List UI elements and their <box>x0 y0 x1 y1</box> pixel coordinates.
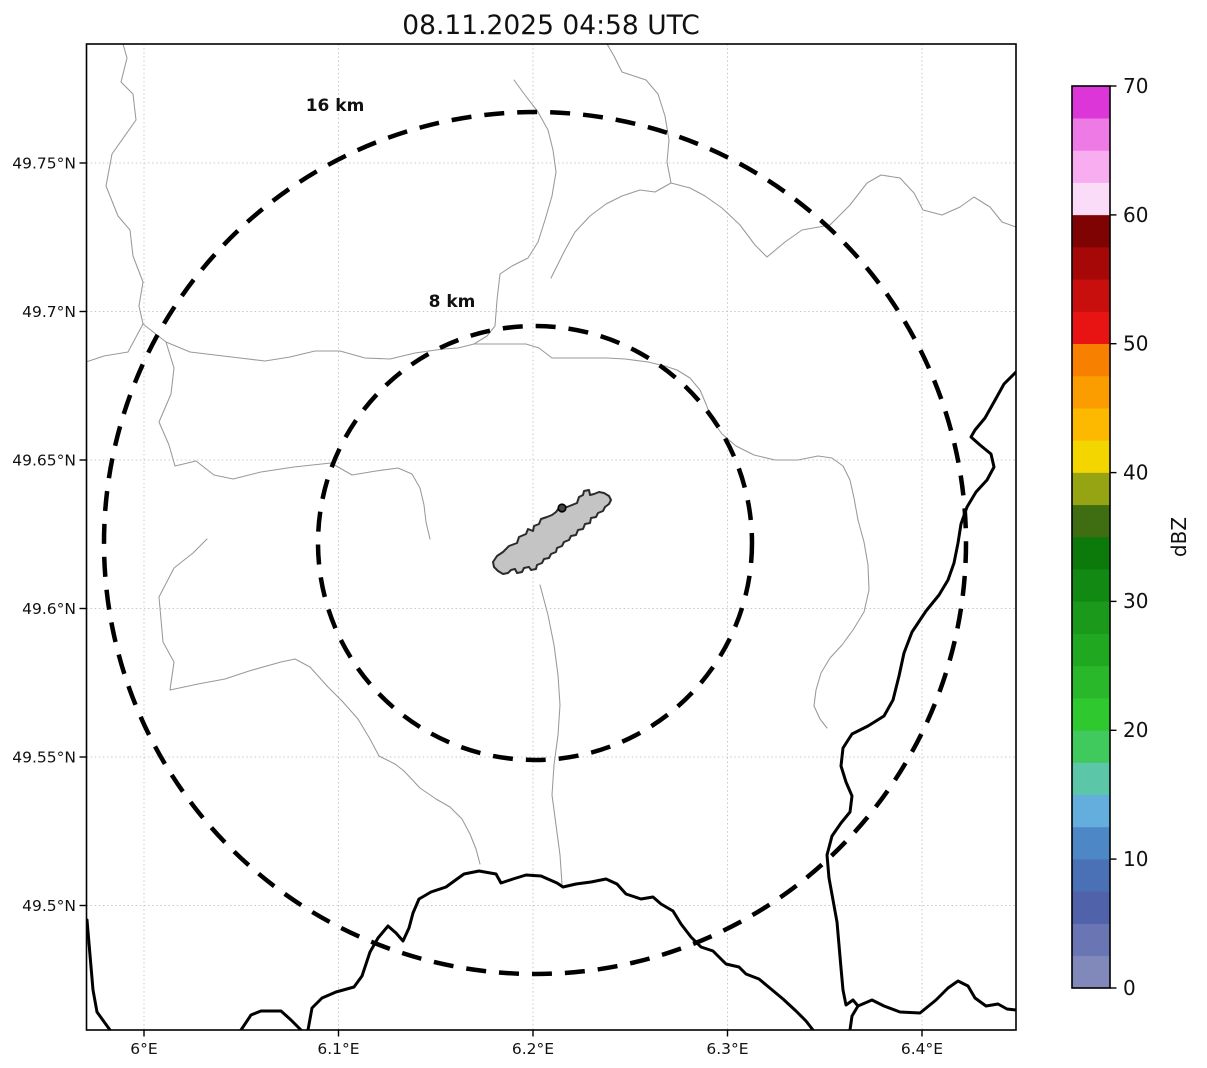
country-border-line <box>306 869 815 1030</box>
admin-boundary-line <box>606 44 672 184</box>
admin-boundary-line <box>403 770 481 865</box>
colorbar-cell <box>1072 762 1110 796</box>
colorbar-cell <box>1072 794 1110 828</box>
colorbar-cell <box>1072 246 1110 280</box>
colorbar-tick-label: 70 <box>1123 74 1148 98</box>
colorbar-tick-label: 30 <box>1123 589 1148 613</box>
y-tick-label: 49.65°N <box>12 452 76 470</box>
colorbar-tick-label: 50 <box>1123 332 1148 356</box>
colorbar-tick-label: 20 <box>1123 718 1148 742</box>
colorbar-cell <box>1072 375 1110 409</box>
colorbar-cell <box>1072 601 1110 634</box>
colorbar-cell <box>1072 472 1110 506</box>
colorbar-cell <box>1072 858 1110 892</box>
admin-boundary-line <box>169 658 405 772</box>
colorbar-ticks <box>1110 85 1117 989</box>
radar-site-marker <box>557 503 567 513</box>
colorbar-cell <box>1072 117 1110 151</box>
river-moselle-line <box>825 370 1016 1030</box>
x-tick-label: 6.2°E <box>512 1040 554 1058</box>
admin-boundary-line <box>550 182 672 279</box>
admin-boundary-line <box>473 343 870 729</box>
colorbar-cell <box>1072 955 1110 989</box>
country-border-line <box>86 918 112 1030</box>
colorbar-cell <box>1072 665 1110 699</box>
range-ring-8km <box>315 323 755 763</box>
colorbar-cell <box>1072 923 1110 957</box>
rivers-and-borders <box>86 370 1016 1030</box>
x-tick-label: 6.3°E <box>706 1040 748 1058</box>
axis-ticks <box>79 162 923 1037</box>
admin-boundary-line <box>158 538 208 691</box>
colorbar-cell <box>1072 568 1110 602</box>
x-tick-label: 6°E <box>130 1040 157 1058</box>
admin-boundary-line <box>473 79 557 345</box>
admin-boundary-line <box>105 44 176 467</box>
colorbar-cell <box>1072 504 1110 538</box>
country-border-line <box>239 1009 303 1030</box>
colorbar-axis-label: dBZ <box>1167 517 1191 557</box>
map-content: 16 km 8 km <box>86 44 1016 1030</box>
colorbar-cell <box>1072 729 1110 763</box>
colorbar-tick-label: 0 <box>1123 976 1136 1000</box>
colorbar-tick-labels: 0 10 20 30 40 50 60 70 <box>1123 74 1148 1000</box>
map-frame <box>85 43 1017 1031</box>
y-tick-label: 49.55°N <box>12 749 76 767</box>
map-panel: 16 km 8 km 49.75°N 49.7°N 49.65°N 49.6°N… <box>12 43 1017 1058</box>
x-tick-label: 6.4°E <box>901 1040 943 1058</box>
colorbar-frame <box>1071 85 1111 989</box>
colorbar-tick-label: 60 <box>1123 203 1148 227</box>
colorbar-cell <box>1072 826 1110 860</box>
colorbar-cell <box>1072 214 1110 248</box>
x-tick-label: 6.1°E <box>317 1040 359 1058</box>
colorbar-cell <box>1072 150 1110 183</box>
colorbar: 0 10 20 30 40 50 60 70 dBZ <box>1071 74 1191 1000</box>
colorbar-cells <box>1072 85 1110 989</box>
y-axis-labels: 49.75°N 49.7°N 49.65°N 49.6°N 49.55°N 49… <box>12 155 76 916</box>
y-tick-label: 49.5°N <box>22 897 76 915</box>
colorbar-cell <box>1072 311 1110 345</box>
colorbar-cell <box>1072 182 1110 216</box>
range-ring-label-16km: 16 km <box>306 96 365 116</box>
colorbar-cell <box>1072 536 1110 570</box>
x-axis-labels: 6°E 6.1°E 6.2°E 6.3°E 6.4°E <box>130 1040 943 1058</box>
admin-boundary-line <box>86 323 144 363</box>
y-tick-label: 49.6°N <box>22 600 76 618</box>
colorbar-cell <box>1072 278 1110 312</box>
plot-title: 08.11.2025 04:58 UTC <box>402 10 699 41</box>
y-tick-label: 49.75°N <box>12 155 76 173</box>
range-ring-label-8km: 8 km <box>429 292 476 312</box>
river-border-line <box>856 979 1016 1015</box>
colorbar-tick-label: 40 <box>1123 461 1148 485</box>
admin-boundary-line <box>539 584 563 885</box>
airport-polygon <box>492 489 612 575</box>
colorbar-cell <box>1072 891 1110 924</box>
colorbar-cell <box>1072 697 1110 731</box>
colorbar-tick-label: 10 <box>1123 847 1148 871</box>
range-ring-16km <box>101 109 969 977</box>
admin-boundaries <box>86 44 1016 885</box>
y-tick-label: 49.7°N <box>22 303 76 321</box>
admin-boundary-line <box>174 460 431 540</box>
admin-boundary-line <box>165 341 475 362</box>
graticule-grid <box>86 44 1016 1030</box>
colorbar-cell <box>1072 85 1110 119</box>
colorbar-cell <box>1072 633 1110 667</box>
admin-boundary-line <box>670 174 1016 258</box>
colorbar-cell <box>1072 343 1110 377</box>
colorbar-cell <box>1072 407 1110 441</box>
colorbar-cell <box>1072 440 1110 473</box>
